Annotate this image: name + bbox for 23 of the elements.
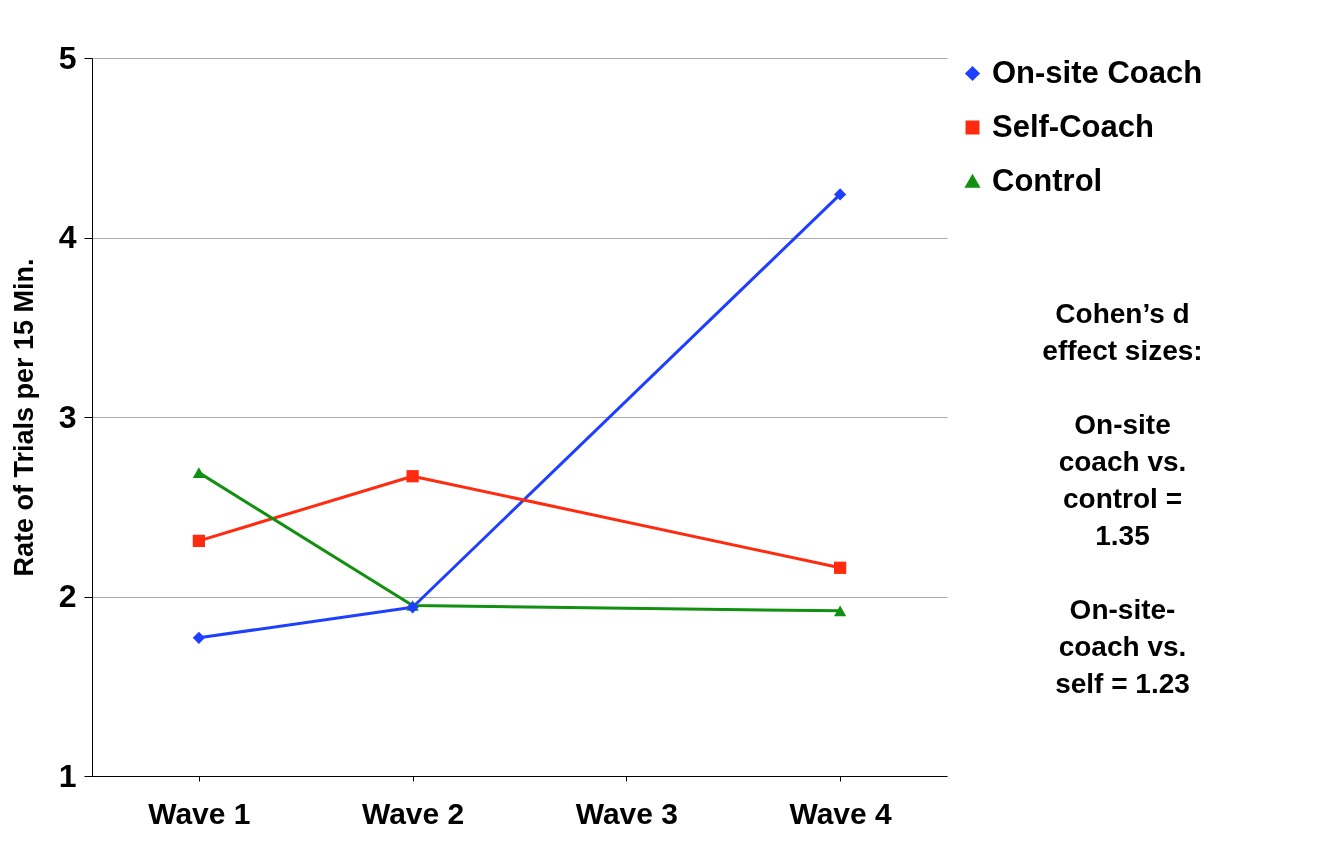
text: Cohen’s d effect sizes: bbox=[1041, 297, 1204, 368]
y-tick-label: 5 bbox=[58, 39, 77, 76]
text: On-site coach vs. control = 1.35 bbox=[1057, 408, 1188, 553]
y-tick-label: 4 bbox=[58, 219, 77, 255]
y-tick-label: 2 bbox=[58, 578, 77, 614]
x-tick-label: Wave 4 bbox=[789, 796, 893, 830]
legend-label: Control bbox=[992, 162, 1103, 198]
point bbox=[834, 188, 847, 201]
point bbox=[192, 631, 205, 644]
legend-label: On-site Coach bbox=[992, 54, 1203, 90]
point bbox=[406, 470, 419, 483]
y-tick-label: 1 bbox=[58, 757, 77, 794]
point bbox=[834, 561, 847, 574]
y-axis-title: Rate of Trials per 15 Min. bbox=[8, 258, 39, 577]
x-tick-label: Wave 1 bbox=[148, 796, 251, 830]
point bbox=[192, 467, 205, 478]
point bbox=[192, 534, 205, 547]
legend-label: Self-Coach bbox=[992, 108, 1154, 144]
point bbox=[834, 605, 847, 617]
x-tick-label: Wave 3 bbox=[575, 796, 679, 830]
y-tick-label: 3 bbox=[58, 398, 77, 435]
x-tick-label: Wave 2 bbox=[361, 796, 465, 830]
text: On-site-coach vs. self = 1.23 bbox=[1054, 593, 1191, 701]
